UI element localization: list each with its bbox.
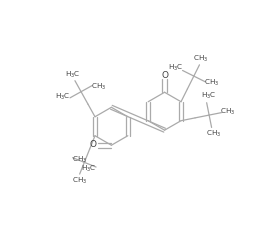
Text: CH$_3$: CH$_3$ (193, 53, 208, 64)
Text: CH$_3$: CH$_3$ (220, 107, 236, 117)
Text: H$_3$C: H$_3$C (168, 63, 184, 73)
Text: O: O (162, 71, 169, 80)
Text: H$_3$C: H$_3$C (65, 69, 80, 80)
Text: H$_3$C: H$_3$C (55, 91, 71, 102)
Text: H$_3$C: H$_3$C (81, 164, 96, 175)
Text: O: O (89, 139, 96, 149)
Text: CH$_3$: CH$_3$ (206, 129, 221, 139)
Text: CH$_3$: CH$_3$ (204, 78, 219, 88)
Text: CH$_3$: CH$_3$ (72, 155, 87, 165)
Text: CH$_3$: CH$_3$ (71, 176, 87, 186)
Text: H$_3$C: H$_3$C (201, 91, 216, 101)
Text: CH$_3$: CH$_3$ (91, 82, 106, 92)
